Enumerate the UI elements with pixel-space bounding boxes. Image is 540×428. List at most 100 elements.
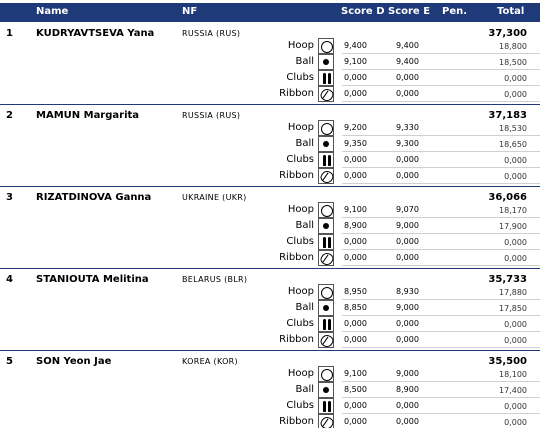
hoop-icon [318, 366, 334, 382]
score-e: 0,000 [396, 417, 419, 426]
score-e: 0,000 [396, 335, 419, 344]
score-e: 9,330 [396, 123, 419, 132]
row-divider [342, 151, 540, 152]
apparatus-row: Ball 8,900 9,000 17,900 [0, 218, 540, 234]
score-d: 0,000 [344, 401, 367, 410]
ribbon-icon [318, 86, 334, 102]
score-e: 0,000 [396, 171, 419, 180]
athlete-total: 35,500 [488, 356, 527, 367]
row-divider [342, 217, 540, 218]
score-d: 0,000 [344, 253, 367, 262]
athlete-name: MAMUN Margarita [36, 110, 140, 121]
apparatus-row: Clubs 0,000 0,000 0,000 [0, 234, 540, 250]
apparatus-row: Ribbon 0,000 0,000 0,000 [0, 168, 540, 184]
apparatus-total: 18,650 [499, 140, 527, 149]
header-pen: Pen. [442, 6, 468, 17]
apparatus-row: Hoop 8,950 8,930 17,880 [0, 284, 540, 300]
apparatus-row: Ball 9,100 9,400 18,500 [0, 54, 540, 70]
athlete-name: STANIOUTA Melitina [36, 274, 149, 285]
clubs-icon [318, 316, 334, 332]
apparatus-total: 0,000 [504, 418, 527, 427]
athlete-rank: 2 [6, 110, 13, 121]
apparatus-label: Ball [295, 220, 314, 231]
apparatus-total: 0,000 [504, 320, 527, 329]
apparatus-total: 0,000 [504, 156, 527, 165]
apparatus-total: 18,800 [499, 42, 527, 51]
score-e: 0,000 [396, 401, 419, 410]
apparatus-total: 17,900 [499, 222, 527, 231]
score-e: 0,000 [396, 73, 419, 82]
apparatus-label: Ball [295, 56, 314, 67]
score-e: 8,930 [396, 287, 419, 296]
athlete-nf: RUSSIA (RUS) [182, 29, 241, 38]
score-d: 0,000 [344, 155, 367, 164]
apparatus-label: Ball [295, 138, 314, 149]
ball-icon [318, 136, 334, 152]
clubs-icon [318, 70, 334, 86]
apparatus-row: Ribbon 0,000 0,000 0,000 [0, 414, 540, 428]
apparatus-row: Clubs 0,000 0,000 0,000 [0, 152, 540, 168]
apparatus-total: 0,000 [504, 172, 527, 181]
athlete-rank: 1 [6, 28, 13, 39]
apparatus-total: 0,000 [504, 238, 527, 247]
apparatus-label: Hoop [287, 122, 314, 133]
score-e: 9,000 [396, 369, 419, 378]
apparatus-label: Hoop [287, 286, 314, 297]
score-d: 9,200 [344, 123, 367, 132]
row-divider [342, 331, 540, 332]
athlete-row: 1 KUDRYAVTSEVA Yana RUSSIA (RUS) 37,300 Hoop… [0, 23, 540, 105]
apparatus-label: Hoop [287, 40, 314, 51]
apparatus-row: Hoop 9,400 9,400 18,800 [0, 38, 540, 54]
athlete-rank: 4 [6, 274, 13, 285]
apparatus-total: 18,530 [499, 124, 527, 133]
score-d: 0,000 [344, 73, 367, 82]
score-d: 8,500 [344, 385, 367, 394]
apparatus-label: Clubs [286, 236, 314, 247]
apparatus-row: Clubs 0,000 0,000 0,000 [0, 316, 540, 332]
apparatus-total: 17,400 [499, 386, 527, 395]
score-e: 0,000 [396, 155, 419, 164]
score-e: 9,300 [396, 139, 419, 148]
row-divider [342, 53, 540, 54]
ribbon-icon [318, 250, 334, 266]
header-name: Name [36, 6, 69, 17]
athlete-total: 37,183 [488, 110, 527, 121]
athlete-total: 36,066 [488, 192, 527, 203]
hoop-icon [318, 284, 334, 300]
apparatus-total: 0,000 [504, 254, 527, 263]
score-d: 9,400 [344, 41, 367, 50]
score-e: 8,900 [396, 385, 419, 394]
athlete-separator [0, 268, 540, 269]
apparatus-label: Ribbon [279, 252, 314, 263]
row-divider [342, 249, 540, 250]
score-d: 0,000 [344, 417, 367, 426]
clubs-icon [318, 152, 334, 168]
apparatus-row: Ball 8,850 9,000 17,850 [0, 300, 540, 316]
apparatus-row: Ribbon 0,000 0,000 0,000 [0, 332, 540, 348]
apparatus-row: Clubs 0,000 0,000 0,000 [0, 70, 540, 86]
hoop-icon [318, 202, 334, 218]
ball-icon [318, 54, 334, 70]
athlete-name: RIZATDINOVA Ganna [36, 192, 152, 203]
apparatus-total: 18,500 [499, 58, 527, 67]
apparatus-label: Ribbon [279, 170, 314, 181]
athlete-row: 2 MAMUN Margarita RUSSIA (RUS) 37,183 Hoop 9,… [0, 105, 540, 187]
clubs-icon [318, 398, 334, 414]
score-d: 8,950 [344, 287, 367, 296]
athlete-name: SON Yeon Jae [36, 356, 112, 367]
score-e: 9,000 [396, 303, 419, 312]
row-divider [342, 381, 540, 382]
athlete-rank: 3 [6, 192, 13, 203]
row-divider [342, 413, 540, 414]
apparatus-label: Clubs [286, 154, 314, 165]
apparatus-total: 0,000 [504, 74, 527, 83]
apparatus-row: Ball 8,500 8,900 17,400 [0, 382, 540, 398]
apparatus-label: Ribbon [279, 334, 314, 345]
row-divider [342, 299, 540, 300]
results-header: Name NF Score D Score E Pen. Total [0, 3, 540, 22]
athlete-separator [0, 350, 540, 351]
ribbon-icon [318, 332, 334, 348]
athlete-nf: UKRAINE (UKR) [182, 193, 247, 202]
hoop-icon [318, 120, 334, 136]
apparatus-row: Clubs 0,000 0,000 0,000 [0, 398, 540, 414]
